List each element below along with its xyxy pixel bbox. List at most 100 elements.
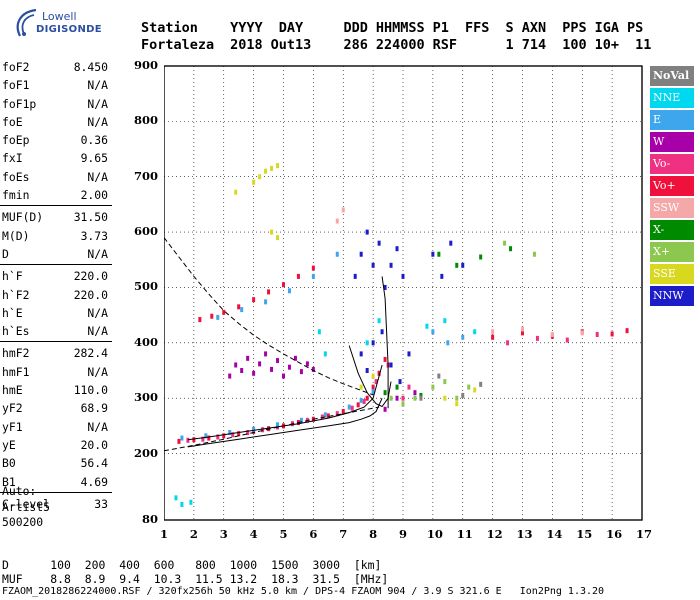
param-row-d: D N/A (0, 245, 112, 263)
param-name: fxI (2, 151, 23, 166)
data-point-sse (276, 163, 280, 169)
param-value: 220.0 (73, 287, 108, 302)
param-name: B1 (2, 474, 16, 489)
param-name: hmE (2, 383, 23, 398)
data-point-ssw (341, 207, 345, 213)
data-point-nnw (440, 273, 444, 279)
param-row-b0: B0 56.4 (0, 454, 112, 472)
header-label-1: YYYY (230, 20, 263, 36)
data-point-vo (335, 411, 339, 417)
profile-curve (164, 237, 374, 396)
muf-row-label: MUF (2, 571, 23, 586)
data-point-nne (443, 318, 447, 324)
y-tick-label: 200 (133, 445, 158, 460)
data-point-vo (210, 313, 214, 319)
muf-row-cell: [MHz] (353, 571, 389, 586)
param-row-hes: h`Es N/A (0, 322, 112, 340)
data-point-vo (246, 430, 250, 436)
header-label-9: PPS (562, 20, 587, 36)
param-value: 31.50 (73, 210, 108, 225)
data-point-vo (610, 331, 614, 337)
header-label-10: IGA (594, 20, 619, 36)
legend-x: X+ (650, 242, 694, 262)
header-label-7: S (505, 20, 514, 36)
legend-e: E (650, 110, 694, 130)
data-point-w (252, 370, 256, 376)
param-row-fof1p: foF1p N/A (0, 95, 112, 113)
x-tick-label: 5 (279, 527, 288, 541)
data-point-e (335, 251, 339, 257)
data-point-nne (377, 318, 381, 324)
param-row-foes: foEs N/A (0, 168, 112, 186)
data-point-nne (174, 495, 178, 501)
x-tick-label: 6 (309, 527, 318, 541)
profile-curve (187, 364, 383, 441)
data-point-vo (222, 309, 226, 315)
header-value-10: 10+ (594, 37, 619, 53)
plot-border (164, 65, 643, 521)
data-point-w (240, 368, 244, 374)
param-value: 4.69 (80, 474, 108, 489)
legend-noval: NoVal (650, 66, 694, 86)
data-point-ssw (521, 326, 524, 332)
distance-row-cell: 1500 (271, 558, 299, 572)
data-point-noval (461, 392, 465, 398)
param-name: yF2 (2, 401, 23, 416)
data-point-x (455, 262, 459, 268)
param-value: 2.00 (80, 188, 108, 203)
param-name: B0 (2, 456, 16, 471)
param-row-yf1: yF1 N/A (0, 418, 112, 436)
data-point-nne (323, 351, 327, 357)
param-name: C-level (2, 496, 51, 511)
x-tick-label: 10 (426, 527, 443, 541)
profile-curve (187, 397, 383, 448)
data-point-e (431, 329, 435, 335)
data-point-sse (443, 395, 447, 401)
param-row-hf: h`F 220.0 (0, 267, 112, 285)
legend-nne: NNE (650, 88, 694, 108)
data-point-e (323, 412, 327, 418)
data-point-sse (264, 168, 268, 174)
header-value-1: 2018 (230, 37, 263, 53)
data-point-ssw (491, 329, 495, 335)
polarization-legend: NoVal NNE E W Vo- Vo+ SSW X- X+ SSE NNW (650, 66, 694, 308)
x-tick-label: 9 (398, 527, 407, 541)
data-point-nnw (359, 351, 363, 357)
data-point-nnw (371, 262, 375, 268)
data-point-vo (177, 438, 181, 444)
param-value: N/A (87, 96, 108, 111)
param-value: N/A (87, 305, 108, 320)
legend-vo: Vo- (650, 154, 694, 174)
data-point-vo (192, 437, 196, 443)
auto-artist: Artist5 (2, 499, 51, 514)
data-point-x (383, 390, 387, 396)
data-point-nne (365, 340, 369, 346)
param-row-fxi: fxI 9.65 (0, 149, 112, 167)
data-point-vo (198, 317, 202, 323)
x-tick-label: 8 (369, 527, 378, 541)
muf-row-cell: 18.3 (271, 571, 299, 586)
param-row-hmf2: hmF2 282.4 (0, 344, 112, 362)
param-value: 110.0 (73, 383, 108, 398)
data-point-vo (237, 304, 241, 310)
header-value-8: 714 (521, 37, 547, 53)
param-name: h`Es (2, 324, 30, 339)
data-point-sse (276, 235, 280, 241)
y-tick-label: 500 (133, 279, 158, 294)
data-point-w (287, 364, 291, 370)
muf-row-cell: 13.2 (229, 571, 258, 586)
legend-ssw: SSW (650, 198, 694, 218)
legend-nnw: NNW (650, 286, 694, 306)
data-point-w (305, 361, 309, 367)
data-point-x (389, 395, 393, 401)
data-point-vo (252, 297, 256, 303)
distance-row-cell: 3000 (312, 558, 340, 572)
param-value: N/A (87, 324, 108, 339)
logo-arc-icon (16, 8, 37, 37)
param-name: foF1 (2, 78, 30, 93)
param-row-fof1: foF1 N/A (0, 76, 112, 94)
param-row-hme: hmE 110.0 (0, 381, 112, 399)
distance-row-cell: 200 (84, 558, 106, 572)
data-point-ssw (580, 330, 584, 336)
header-label-3: DDD (343, 20, 368, 36)
